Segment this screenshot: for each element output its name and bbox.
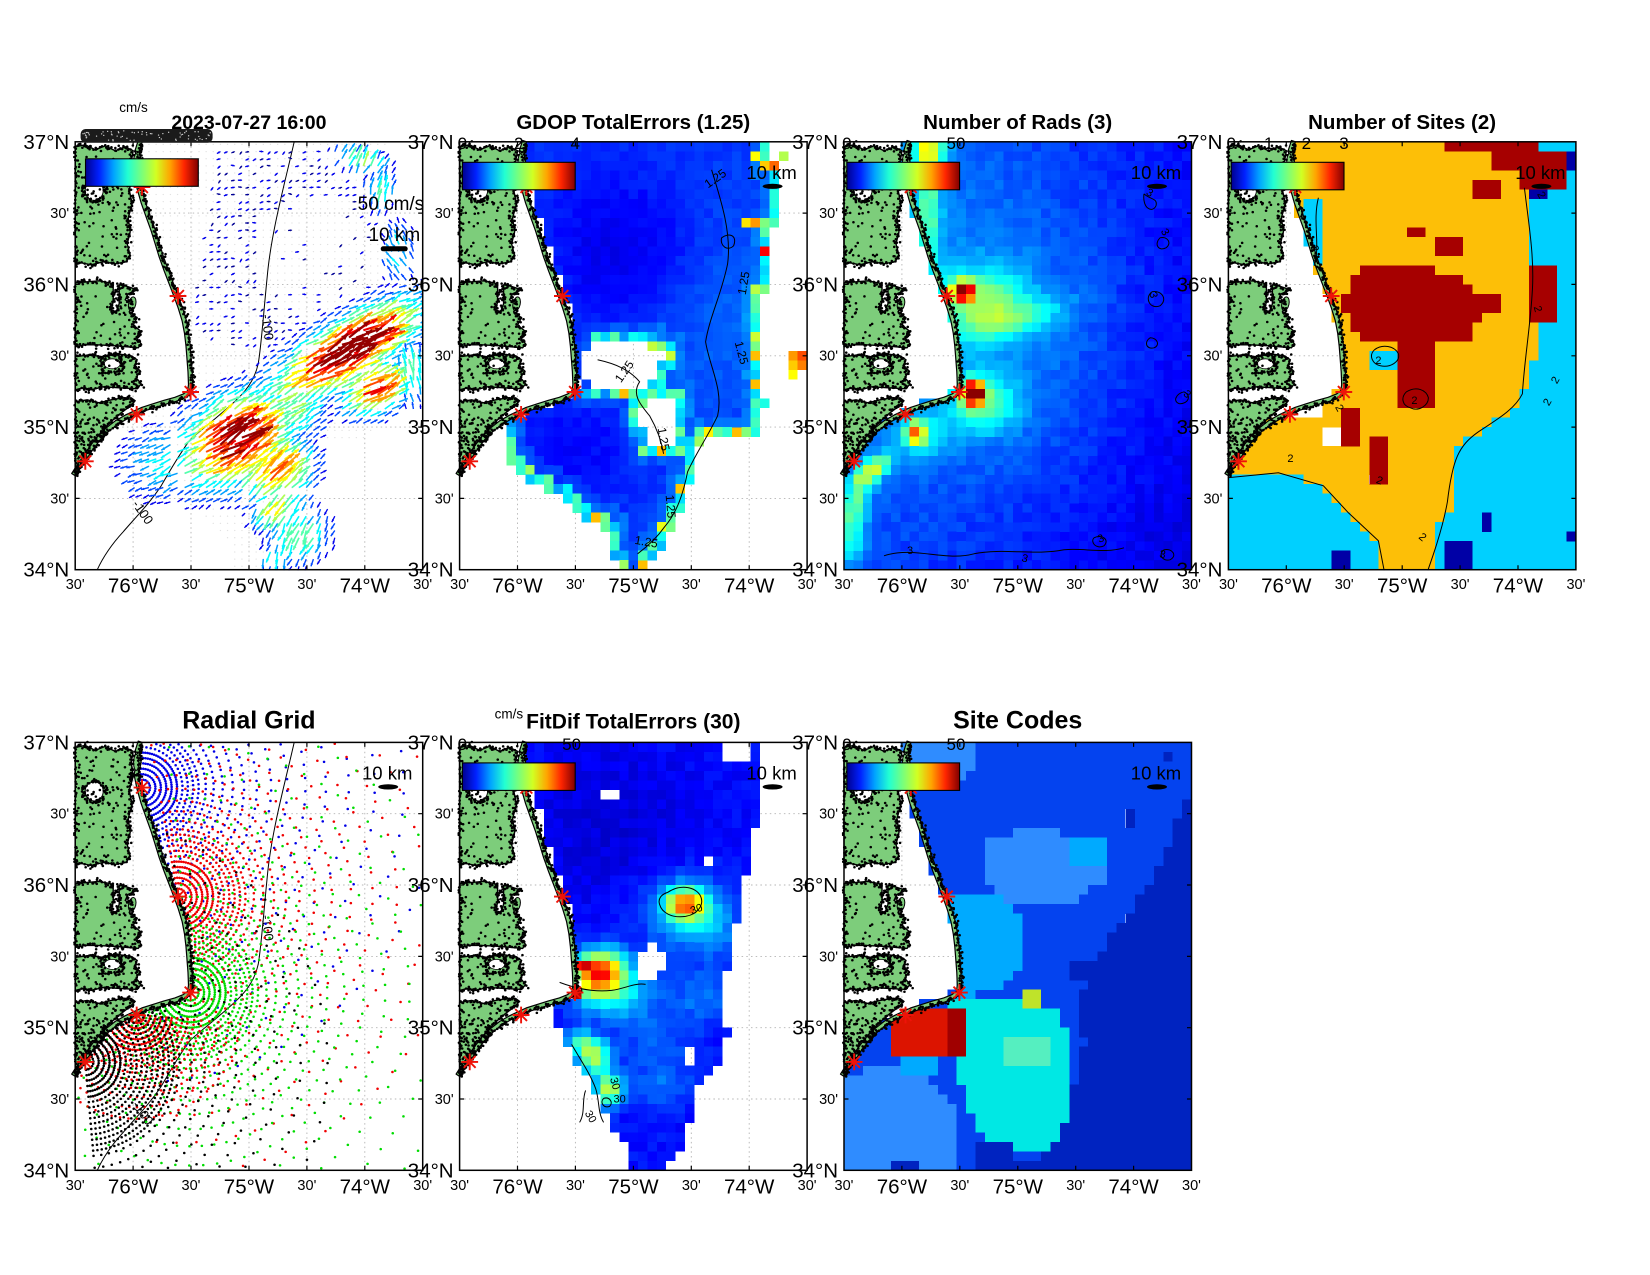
svg-text:2: 2 xyxy=(1375,355,1381,367)
svg-text:2: 2 xyxy=(514,134,523,153)
svg-text:0: 0 xyxy=(842,134,851,153)
svg-text:30: 30 xyxy=(607,1076,622,1091)
svg-text:2: 2 xyxy=(1549,375,1562,386)
svg-text:2: 2 xyxy=(1287,453,1293,465)
svg-text:cm/s: cm/s xyxy=(495,706,524,721)
svg-text:1.25: 1.25 xyxy=(663,494,679,519)
svg-text:0: 0 xyxy=(458,134,467,153)
svg-text:Site Codes: Site Codes xyxy=(953,706,1082,734)
svg-text:2: 2 xyxy=(1411,395,1417,407)
svg-text:1.25: 1.25 xyxy=(735,270,753,296)
svg-text:2: 2 xyxy=(1302,134,1311,153)
svg-text:1: 1 xyxy=(1264,134,1273,153)
svg-text:2: 2 xyxy=(1531,305,1544,314)
svg-text:3: 3 xyxy=(1158,227,1171,238)
svg-text:2: 2 xyxy=(1308,244,1321,254)
svg-text:50: 50 xyxy=(947,735,966,754)
svg-text:0: 0 xyxy=(842,735,851,754)
svg-text:3: 3 xyxy=(1020,552,1029,565)
svg-text:10 km: 10 km xyxy=(368,225,420,246)
svg-text:1.25: 1.25 xyxy=(634,533,660,551)
svg-text:2: 2 xyxy=(1374,474,1384,487)
svg-text:0: 0 xyxy=(458,735,467,754)
svg-text:30: 30 xyxy=(689,902,705,917)
svg-text:cm/s: cm/s xyxy=(119,100,148,115)
svg-text:3: 3 xyxy=(1096,532,1106,545)
svg-text:Number of Sites (2): Number of Sites (2) xyxy=(1308,111,1496,134)
svg-text:GDOP TotalErrors (1.25): GDOP TotalErrors (1.25) xyxy=(516,111,750,134)
svg-text:2: 2 xyxy=(1332,403,1345,414)
svg-text:3: 3 xyxy=(1181,388,1193,401)
svg-text:3: 3 xyxy=(1339,134,1348,153)
svg-text:Radial Grid: Radial Grid xyxy=(182,706,315,734)
svg-text:0: 0 xyxy=(1226,134,1235,153)
svg-text:1.25: 1.25 xyxy=(612,358,637,385)
svg-text:50 cm/s: 50 cm/s xyxy=(358,194,425,215)
svg-text:FitDif TotalErrors (30): FitDif TotalErrors (30) xyxy=(526,710,740,733)
svg-text:3: 3 xyxy=(1158,548,1166,561)
svg-text:3: 3 xyxy=(1144,186,1155,199)
svg-text:4: 4 xyxy=(570,134,579,153)
svg-text:50: 50 xyxy=(562,735,581,754)
svg-text:30: 30 xyxy=(582,1109,599,1126)
svg-text:50: 50 xyxy=(947,134,966,153)
svg-text:2023-07-27 16:00: 2023-07-27 16:00 xyxy=(171,112,326,134)
svg-text:1.25: 1.25 xyxy=(732,340,752,366)
svg-text:2: 2 xyxy=(1534,190,1547,201)
svg-text:1.25: 1.25 xyxy=(655,426,673,452)
svg-text:2: 2 xyxy=(1541,397,1554,408)
svg-text:3: 3 xyxy=(907,545,913,557)
svg-text:3: 3 xyxy=(1146,291,1159,300)
svg-text:30: 30 xyxy=(613,1093,625,1105)
svg-text:Number of Rads (3): Number of Rads (3) xyxy=(923,111,1112,134)
